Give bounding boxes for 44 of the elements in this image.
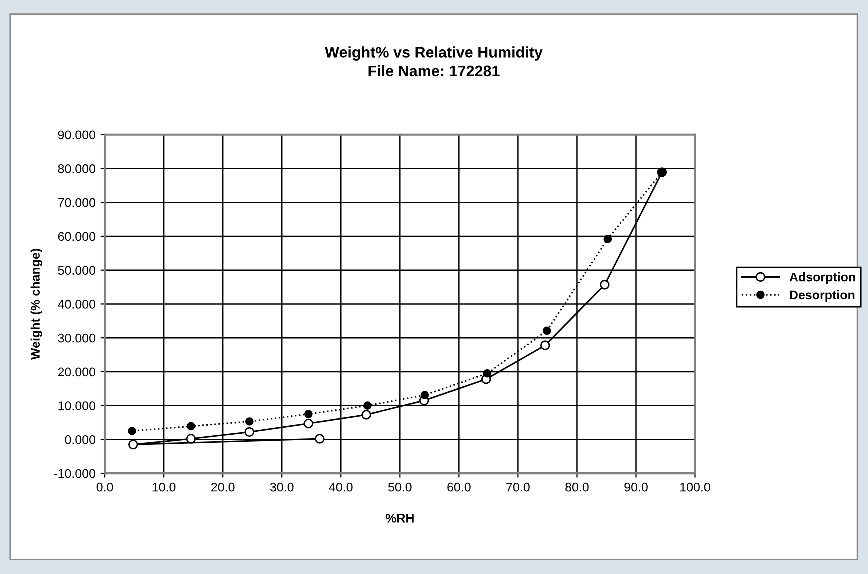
point: [604, 235, 612, 244]
x-tick-label: 50.0: [388, 482, 412, 492]
x-tick-label: 80.0: [566, 482, 589, 492]
legend-label: Desorption: [790, 290, 855, 302]
chart-title: Weight% vs Relative Humidity File Name: 172281: [325, 46, 543, 77]
point: [600, 280, 610, 290]
point: [540, 340, 550, 350]
point: [304, 418, 314, 429]
point: [304, 410, 313, 418]
y-tick-label: 10.000: [58, 402, 96, 410]
y-tick-label: -10.000: [54, 469, 96, 478]
x-tick-label: 90.0: [624, 482, 648, 492]
x-tick-label: 0.0: [96, 482, 114, 492]
y-tick-label: 30.000: [58, 334, 96, 343]
point: [315, 434, 325, 444]
point: [420, 391, 430, 400]
x-axis-title: %RH: [386, 514, 414, 523]
y-tick-label: 0.000: [65, 435, 96, 444]
legend-label: Adsorption: [790, 272, 856, 284]
y-tick-label: 60.000: [58, 232, 96, 242]
point: [186, 434, 196, 444]
x-tick-label: 30.0: [270, 482, 294, 492]
point: [483, 369, 492, 378]
point: [187, 422, 196, 431]
y-tick-label: 70.000: [58, 198, 96, 208]
point: [364, 402, 372, 410]
y-tick-label: 20.000: [58, 368, 96, 377]
y-tick-label: 50.000: [58, 266, 96, 276]
x-tick-label: 100.0: [680, 482, 710, 492]
x-tick-label: 20.0: [212, 482, 235, 492]
y-tick-label: 90.000: [58, 130, 96, 140]
x-tick-label: 60.0: [448, 482, 471, 492]
y-tick-label: 80.000: [58, 164, 96, 174]
x-tick-label: 40.0: [329, 482, 353, 492]
point: [542, 326, 552, 336]
point: [244, 427, 254, 438]
point: [128, 427, 136, 436]
point: [128, 440, 138, 450]
y-tick-label: 40.000: [58, 300, 96, 309]
point: [362, 410, 372, 420]
y-axis-title: Weight (% change): [30, 249, 42, 360]
x-tick-label: 10.0: [152, 482, 176, 492]
x-tick-label: 70.0: [506, 482, 530, 492]
point: [245, 418, 254, 426]
